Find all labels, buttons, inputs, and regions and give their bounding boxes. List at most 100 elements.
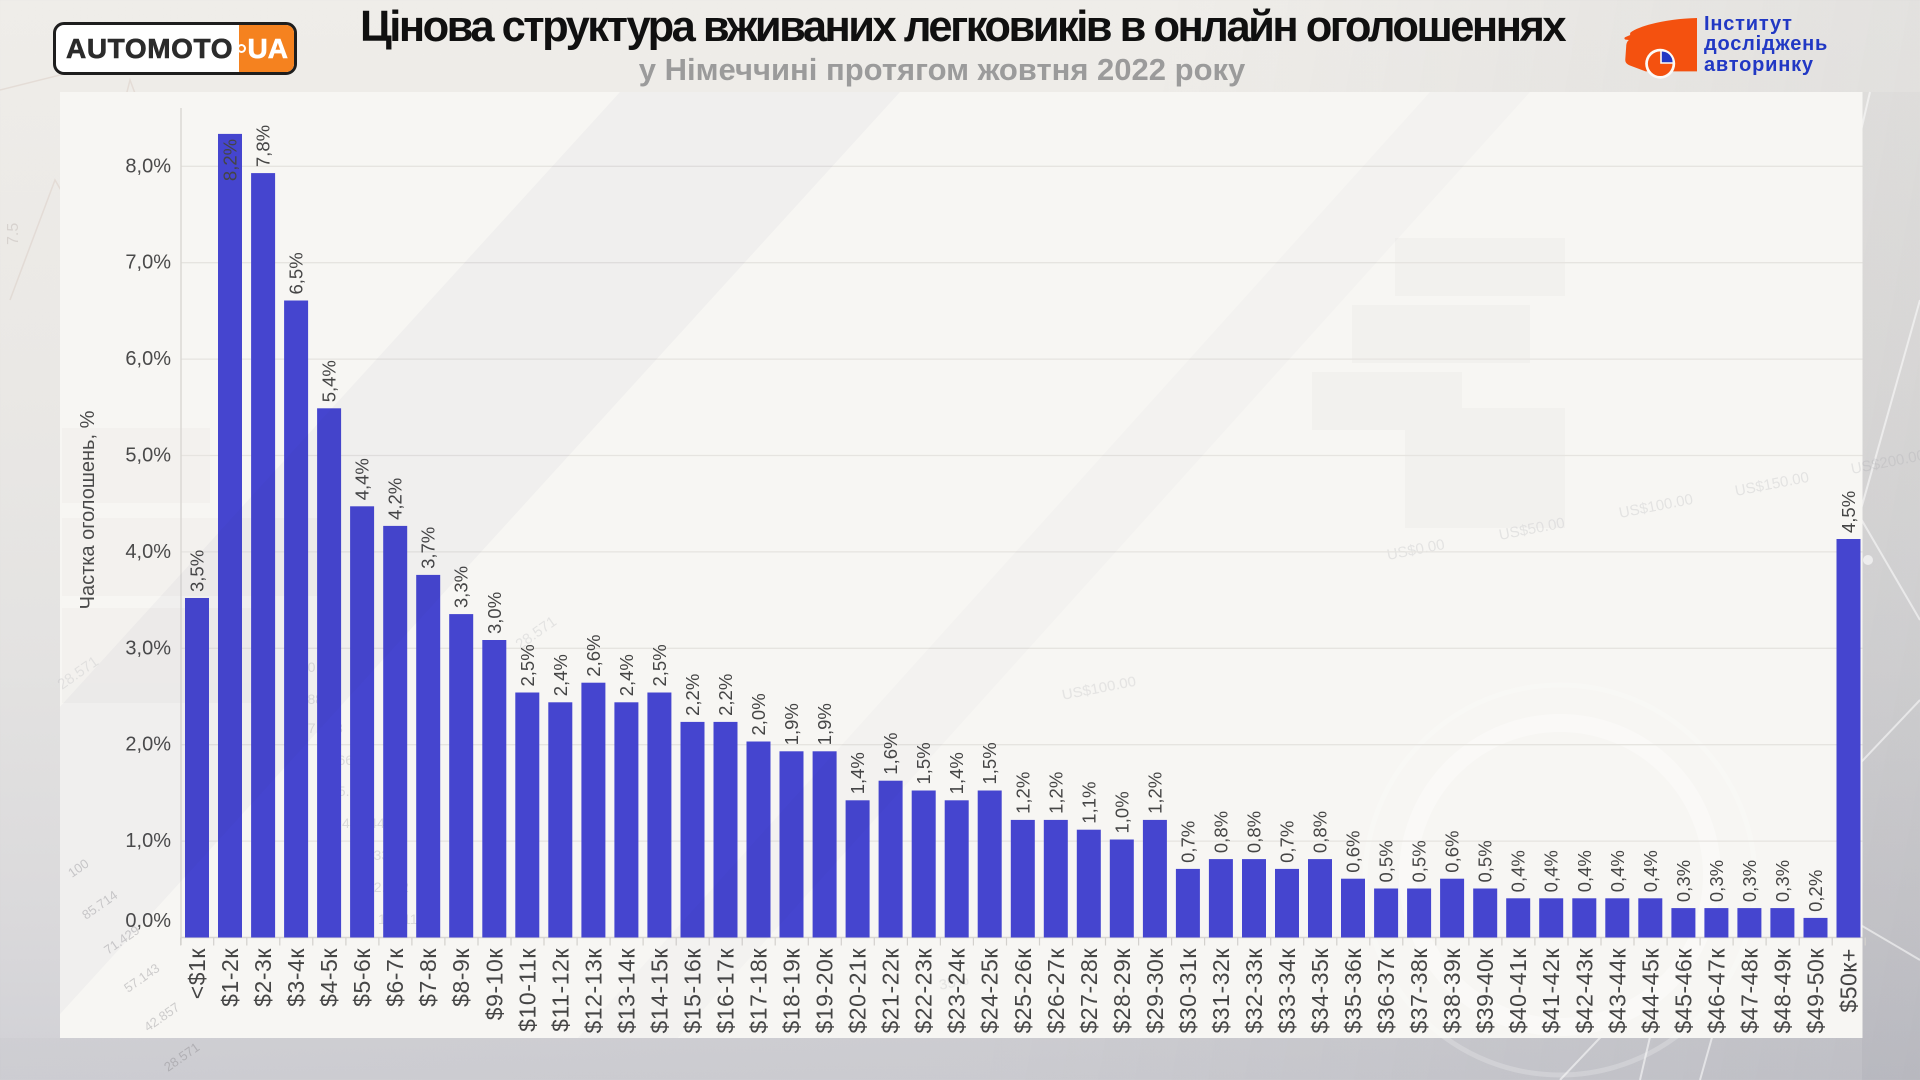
svg-text:5,4%: 5,4% xyxy=(319,360,340,402)
svg-text:1,6%: 1,6% xyxy=(880,733,901,775)
svg-text:2,0%: 2,0% xyxy=(125,734,171,756)
svg-text:$26-27к: $26-27к xyxy=(1043,948,1069,1034)
svg-text:$8-9к: $8-9к xyxy=(448,948,474,1007)
svg-text:0,6%: 0,6% xyxy=(1343,831,1364,873)
svg-text:$29-30к: $29-30к xyxy=(1142,948,1168,1034)
svg-text:4,4%: 4,4% xyxy=(352,458,373,500)
svg-text:7.5: 7.5 xyxy=(5,223,22,245)
svg-text:$44-45к: $44-45к xyxy=(1637,948,1663,1034)
svg-text:0,0%: 0,0% xyxy=(125,910,171,932)
svg-text:0,5%: 0,5% xyxy=(1475,840,1496,882)
svg-text:2,4%: 2,4% xyxy=(550,654,571,696)
svg-text:35%: 35% xyxy=(938,972,971,994)
svg-text:3,3%: 3,3% xyxy=(451,566,472,608)
svg-text:$11-12к: $11-12к xyxy=(547,948,573,1032)
svg-text:2,2%: 2,2% xyxy=(715,674,736,716)
svg-text:$16-17к: $16-17к xyxy=(713,948,739,1034)
svg-text:4,5%: 4,5% xyxy=(1838,491,1859,533)
svg-text:0,3%: 0,3% xyxy=(1673,860,1694,902)
svg-text:7,8%: 7,8% xyxy=(253,125,274,167)
svg-text:1,0%: 1,0% xyxy=(125,830,171,852)
svg-text:$27-28к: $27-28к xyxy=(1076,948,1102,1034)
svg-text:$5-6к: $5-6к xyxy=(349,948,375,1007)
svg-text:2,5%: 2,5% xyxy=(649,644,670,686)
svg-text:$48-49к: $48-49к xyxy=(1769,948,1795,1034)
svg-text:$10-11к: $10-11к xyxy=(514,948,540,1032)
svg-text:$50к+: $50к+ xyxy=(1836,948,1862,1013)
svg-text:$41-42к: $41-42к xyxy=(1538,948,1564,1034)
svg-text:$18-19к: $18-19к xyxy=(779,948,805,1034)
svg-text:0,8%: 0,8% xyxy=(1310,811,1331,853)
svg-text:1,4%: 1,4% xyxy=(946,752,967,794)
svg-text:$31-32к: $31-32к xyxy=(1208,948,1234,1034)
svg-text:$9-10к: $9-10к xyxy=(481,948,507,1021)
svg-text:$21-22к: $21-22к xyxy=(878,948,904,1034)
svg-text:$24-25к: $24-25к xyxy=(977,948,1003,1034)
svg-text:$40-41к: $40-41к xyxy=(1505,948,1531,1034)
svg-text:$12-13к: $12-13к xyxy=(580,948,606,1034)
svg-text:3,5%: 3,5% xyxy=(187,550,208,592)
svg-text:2,4%: 2,4% xyxy=(616,654,637,696)
svg-text:0,6%: 0,6% xyxy=(1442,831,1463,873)
svg-text:2,0%: 2,0% xyxy=(748,693,769,735)
svg-text:4,0%: 4,0% xyxy=(125,541,171,563)
svg-text:1,5%: 1,5% xyxy=(913,742,934,784)
svg-text:$19-20к: $19-20к xyxy=(812,948,838,1034)
svg-text:$45-46к: $45-46к xyxy=(1670,948,1696,1034)
svg-text:0,8%: 0,8% xyxy=(1244,811,1265,853)
svg-text:5,0%: 5,0% xyxy=(125,445,171,467)
svg-text:1,4%: 1,4% xyxy=(847,752,868,794)
svg-text:$6-7к: $6-7к xyxy=(382,948,408,1007)
svg-text:6,0%: 6,0% xyxy=(125,348,171,370)
svg-text:8,0%: 8,0% xyxy=(125,155,171,177)
svg-text:$28-29к: $28-29к xyxy=(1109,948,1135,1034)
svg-text:$22-23к: $22-23к xyxy=(911,948,937,1034)
svg-text:0,7%: 0,7% xyxy=(1277,821,1298,863)
svg-text:1,5%: 1,5% xyxy=(979,742,1000,784)
svg-text:$39-40к: $39-40к xyxy=(1472,948,1498,1034)
svg-text:3,0%: 3,0% xyxy=(484,592,505,634)
svg-text:8,2%: 8,2% xyxy=(220,139,241,181)
svg-text:0,5%: 0,5% xyxy=(1376,840,1397,882)
svg-text:6,5%: 6,5% xyxy=(286,252,307,294)
svg-text:1,2%: 1,2% xyxy=(1012,772,1033,814)
svg-text:$32-33к: $32-33к xyxy=(1241,948,1267,1034)
svg-text:$20-21к: $20-21к xyxy=(845,948,871,1034)
svg-text:0,4%: 0,4% xyxy=(1541,850,1562,892)
svg-text:$1-2к: $1-2к xyxy=(217,948,243,1007)
svg-text:0,3%: 0,3% xyxy=(1772,860,1793,902)
svg-text:$2-3к: $2-3к xyxy=(250,948,276,1007)
svg-text:1,2%: 1,2% xyxy=(1045,772,1066,814)
svg-text:2,5%: 2,5% xyxy=(517,644,538,686)
svg-text:3,7%: 3,7% xyxy=(418,527,439,569)
svg-text:$17-18к: $17-18к xyxy=(746,948,772,1034)
svg-text:$49-50к: $49-50к xyxy=(1803,948,1829,1034)
svg-text:$35-36к: $35-36к xyxy=(1340,948,1366,1034)
svg-text:1,9%: 1,9% xyxy=(781,703,802,745)
svg-text:7,0%: 7,0% xyxy=(125,252,171,274)
svg-text:1,1%: 1,1% xyxy=(1078,782,1099,824)
svg-text:$46-47к: $46-47к xyxy=(1703,948,1729,1034)
svg-text:Частка оголошень, %: Частка оголошень, % xyxy=(77,410,99,609)
svg-text:0,4%: 0,4% xyxy=(1574,850,1595,892)
svg-text:<$1к: <$1к xyxy=(184,948,210,1000)
svg-text:2,6%: 2,6% xyxy=(583,635,604,677)
svg-text:$38-39к: $38-39к xyxy=(1439,948,1465,1034)
svg-text:0,5%: 0,5% xyxy=(1409,840,1430,882)
svg-text:$37-38к: $37-38к xyxy=(1406,948,1432,1034)
svg-text:1,2%: 1,2% xyxy=(1144,772,1165,814)
svg-text:0,4%: 0,4% xyxy=(1508,850,1529,892)
svg-text:0,8%: 0,8% xyxy=(1210,811,1231,853)
svg-text:$36-37к: $36-37к xyxy=(1373,948,1399,1034)
svg-text:$42-43к: $42-43к xyxy=(1571,948,1597,1034)
svg-text:$4-5к: $4-5к xyxy=(316,948,342,1007)
svg-text:$34-35к: $34-35к xyxy=(1307,948,1333,1034)
svg-text:$15-16к: $15-16к xyxy=(680,948,706,1034)
svg-text:$3-4к: $3-4к xyxy=(283,948,309,1007)
svg-text:$13-14к: $13-14к xyxy=(613,948,639,1034)
svg-text:4,2%: 4,2% xyxy=(385,478,406,520)
svg-text:$47-48к: $47-48к xyxy=(1736,948,1762,1034)
svg-text:$30-31к: $30-31к xyxy=(1175,948,1201,1034)
svg-text:$23-24к: $23-24к xyxy=(944,948,970,1034)
svg-text:1,9%: 1,9% xyxy=(814,703,835,745)
